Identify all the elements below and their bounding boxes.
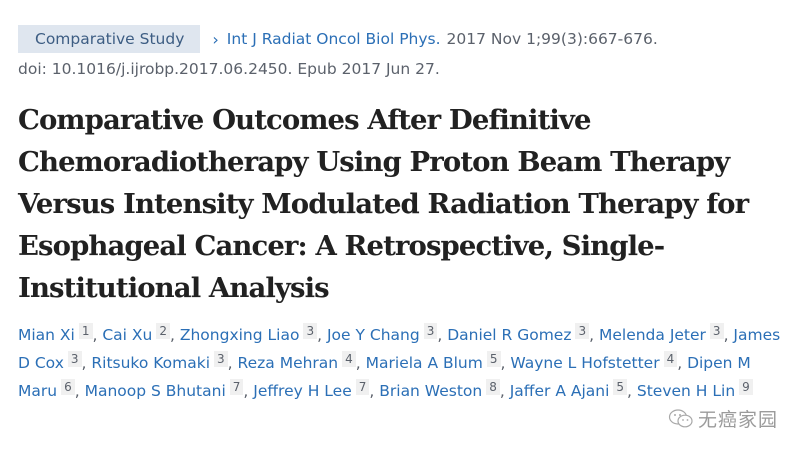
affiliation-marker[interactable]: 8 (486, 379, 500, 395)
author-link[interactable]: Mian Xi (18, 326, 75, 344)
author-separator: , (227, 354, 238, 372)
author-separator: , (627, 382, 637, 400)
wechat-icon (668, 408, 694, 430)
title-line: Chemoradiotherapy Using Proton Beam Ther… (18, 146, 730, 178)
author-separator: , (92, 326, 103, 344)
affiliation-marker[interactable]: 7 (355, 379, 370, 395)
affiliation-marker[interactable]: 3 (214, 351, 228, 367)
author-separator: , (369, 382, 380, 400)
affiliation-marker[interactable]: 9 (739, 379, 753, 395)
watermark-text: 无癌家园 (698, 409, 779, 431)
author-list: Mian Xi 1, Cai Xu 2, Zhongxing Liao 3, Joe … (18, 321, 788, 405)
title-line: Comparative Outcomes After Definitive (18, 104, 592, 136)
citation-details: 2017 Nov 1;99(3):667-676. (446, 30, 658, 48)
author-link[interactable]: Ritsuko Komaki (91, 354, 211, 372)
author-separator: , (589, 326, 599, 344)
author-link[interactable]: Daniel R Gomez (447, 326, 572, 344)
author-link[interactable]: Cai Xu (102, 326, 153, 344)
title-line: Versus Intensity Modulated Radiation The… (18, 188, 749, 220)
author-separator: , (723, 326, 734, 344)
author-separator: , (81, 354, 92, 372)
author-separator: , (317, 326, 327, 344)
watermark: 无癌家园 (668, 405, 778, 432)
author-separator: , (355, 354, 366, 372)
title-line: Esophageal Cancer: A Retrospective, Sing… (18, 230, 665, 262)
affiliation-marker[interactable]: 3 (67, 351, 82, 367)
citation-row: Comparative Study › Int J Radiat Oncol B… (18, 24, 800, 54)
publication-type-badge: Comparative Study (18, 25, 201, 53)
affiliation-marker[interactable]: 3 (575, 323, 590, 339)
author-link[interactable]: Melenda Jeter (598, 326, 706, 344)
affiliation-marker[interactable]: 2 (156, 323, 170, 339)
affiliation-marker[interactable]: 4 (342, 351, 356, 367)
author-link[interactable]: Wayne L Hofstetter (510, 354, 660, 372)
affiliation-marker[interactable]: 6 (61, 379, 75, 395)
article-header: Comparative Study › Int J Radiat Oncol B… (18, 24, 800, 405)
author-separator: , (437, 326, 448, 344)
chevron-right-icon: › (212, 29, 219, 49)
doi-line: doi: 10.1016/j.ijrobp.2017.06.2450. Epub… (18, 60, 440, 78)
affiliation-marker[interactable]: 3 (709, 323, 724, 339)
affiliation-marker[interactable]: 1 (78, 323, 93, 339)
author-separator: , (170, 326, 180, 344)
author-link[interactable]: Mariela A Blum (365, 354, 483, 372)
journal-link[interactable]: Int J Radiat Oncol Biol Phys. (226, 30, 441, 48)
affiliation-marker[interactable]: 3 (423, 323, 438, 339)
author-separator: , (500, 354, 511, 372)
author-link[interactable]: Dipen M Maru (18, 354, 751, 400)
article-title: Comparative Outcomes After Definitive Ch… (18, 99, 800, 309)
affiliation-marker[interactable]: 5 (486, 351, 501, 367)
author-link[interactable]: Jeffrey H Lee (253, 382, 352, 400)
author-link[interactable]: Steven H Lin (636, 382, 736, 400)
author-link[interactable]: Joe Y Chang (326, 326, 420, 344)
affiliation-marker[interactable]: 4 (663, 351, 678, 367)
author-separator: , (499, 382, 510, 400)
author-separator: , (243, 382, 254, 400)
author-separator: , (74, 382, 85, 400)
author-link[interactable]: Reza Mehran (237, 354, 339, 372)
affiliation-marker[interactable]: 7 (229, 379, 244, 395)
author-link[interactable]: Zhongxing Liao (179, 326, 300, 344)
author-separator: , (677, 354, 688, 372)
author-link[interactable]: Jaffer A Ajani (509, 382, 610, 400)
title-line: Institutional Analysis (18, 272, 330, 304)
affiliation-marker[interactable]: 5 (613, 379, 628, 395)
author-link[interactable]: Manoop S Bhutani (84, 382, 226, 400)
author-link[interactable]: James D Cox (18, 326, 781, 372)
affiliation-marker[interactable]: 3 (303, 323, 318, 339)
author-link[interactable]: Brian Weston (379, 382, 483, 400)
